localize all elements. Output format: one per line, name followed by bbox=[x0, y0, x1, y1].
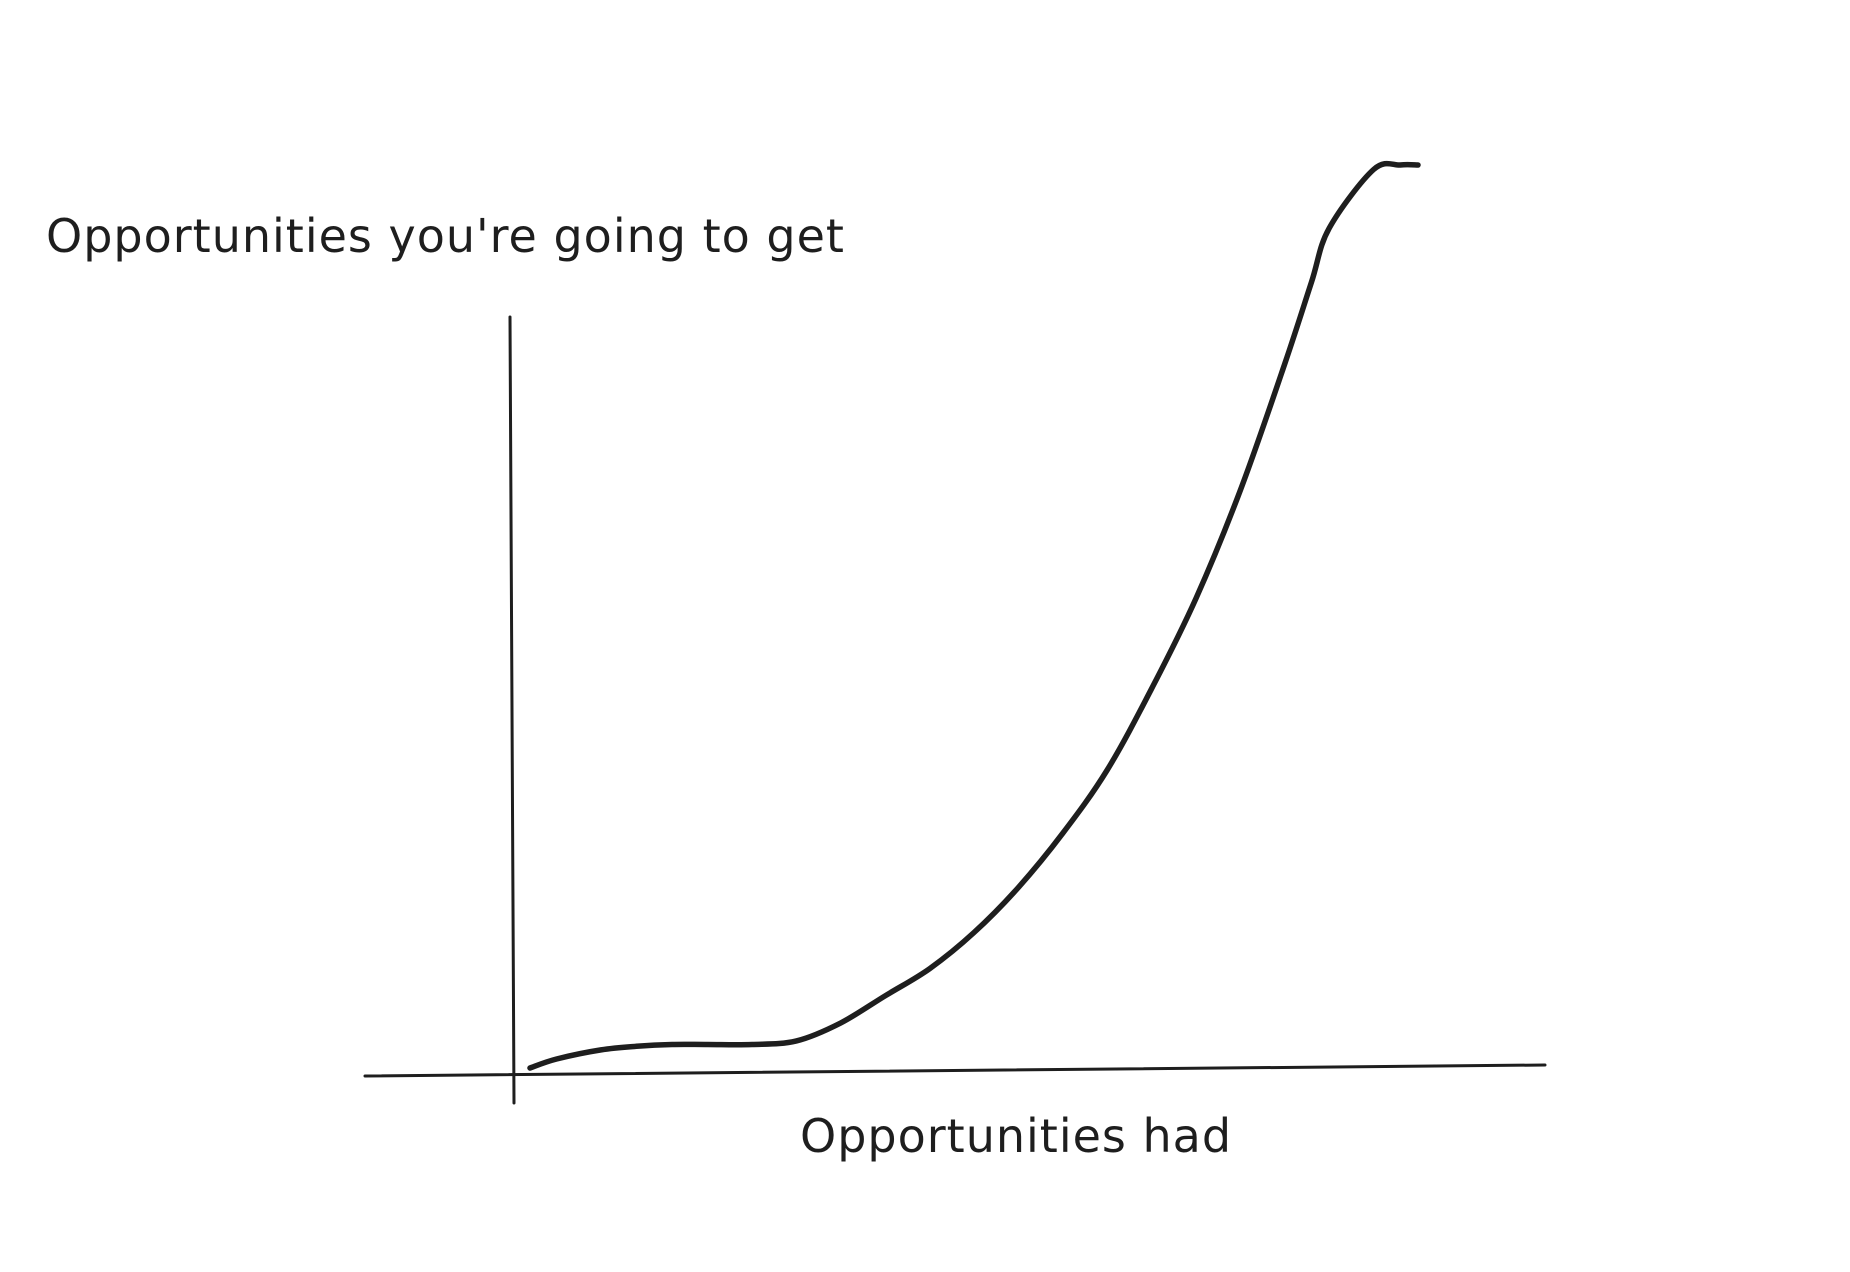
x-axis-label: Opportunities had bbox=[800, 1109, 1232, 1163]
y-axis-label: Opportunities you're going to get bbox=[46, 209, 845, 263]
x-axis-line bbox=[363, 1063, 1547, 1078]
y-axis-line bbox=[508, 315, 516, 1105]
series-line bbox=[527, 160, 1421, 1071]
